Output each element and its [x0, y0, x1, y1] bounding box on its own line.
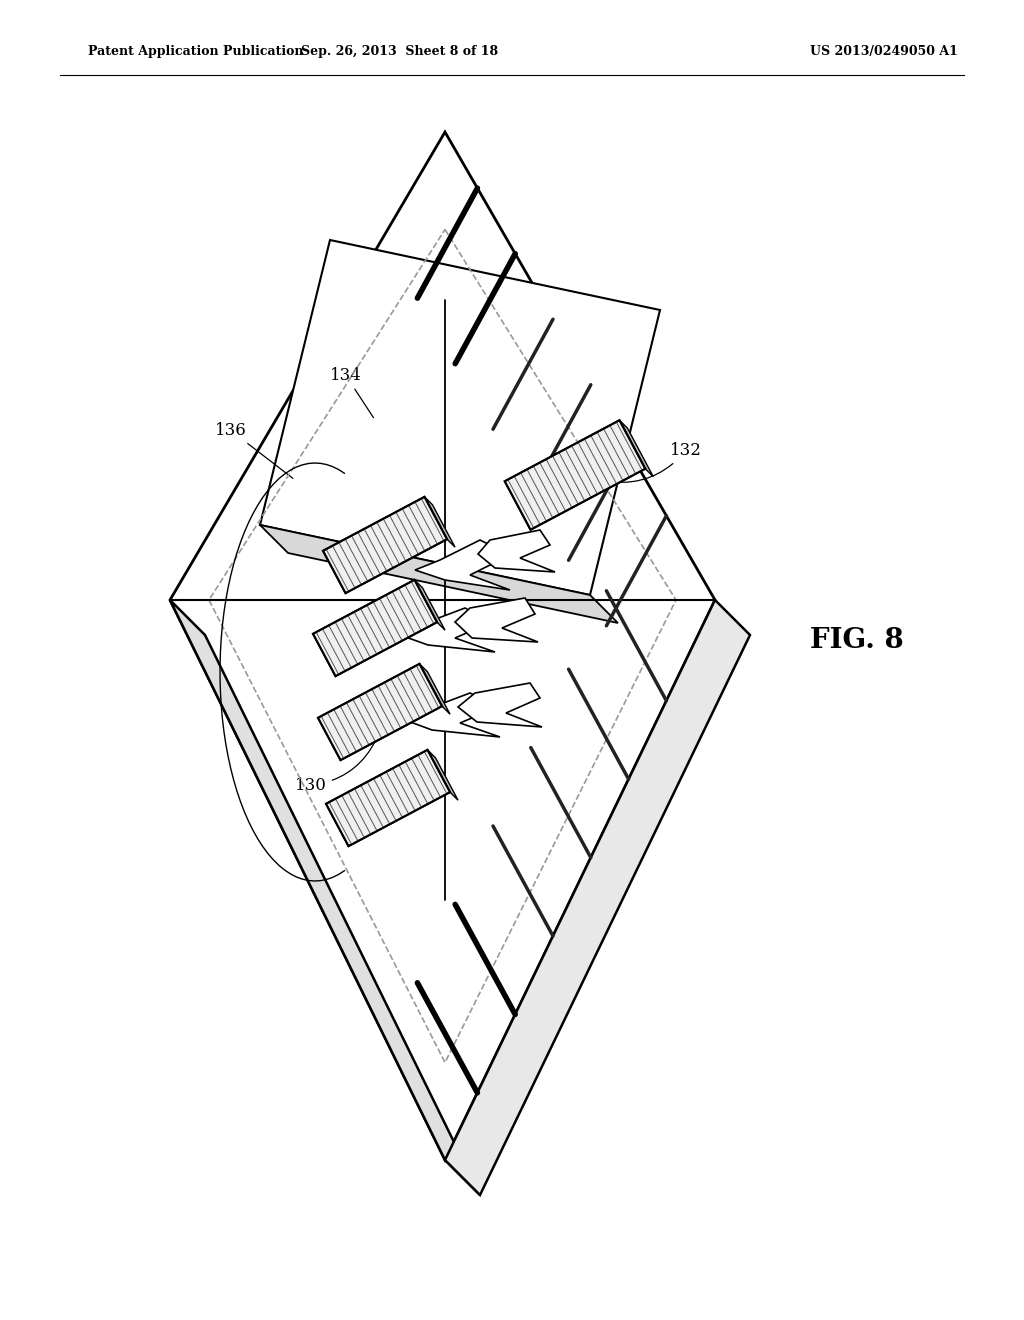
Text: US 2013/0249050 A1: US 2013/0249050 A1 [810, 45, 957, 58]
Text: FIG. 8: FIG. 8 [810, 627, 904, 653]
Polygon shape [505, 420, 645, 529]
Polygon shape [170, 132, 715, 1160]
Polygon shape [415, 540, 510, 590]
Text: Patent Application Publication: Patent Application Publication [88, 45, 303, 58]
Polygon shape [620, 420, 653, 477]
Polygon shape [420, 664, 450, 714]
Polygon shape [406, 693, 500, 737]
Polygon shape [425, 496, 455, 548]
Polygon shape [458, 682, 542, 727]
Text: 136: 136 [215, 422, 293, 478]
Text: 132: 132 [603, 442, 701, 482]
Polygon shape [318, 664, 442, 760]
Text: 130: 130 [295, 733, 379, 795]
Polygon shape [313, 579, 437, 676]
Polygon shape [323, 496, 447, 593]
Polygon shape [445, 601, 750, 1195]
Text: Sep. 26, 2013  Sheet 8 of 18: Sep. 26, 2013 Sheet 8 of 18 [301, 45, 499, 58]
Polygon shape [455, 598, 538, 642]
Polygon shape [427, 750, 458, 800]
Polygon shape [478, 531, 555, 572]
Polygon shape [170, 601, 480, 1195]
Polygon shape [415, 579, 445, 630]
Polygon shape [260, 240, 660, 595]
Polygon shape [260, 525, 618, 623]
Text: 134: 134 [330, 367, 374, 417]
Polygon shape [400, 609, 495, 652]
Polygon shape [326, 750, 450, 846]
